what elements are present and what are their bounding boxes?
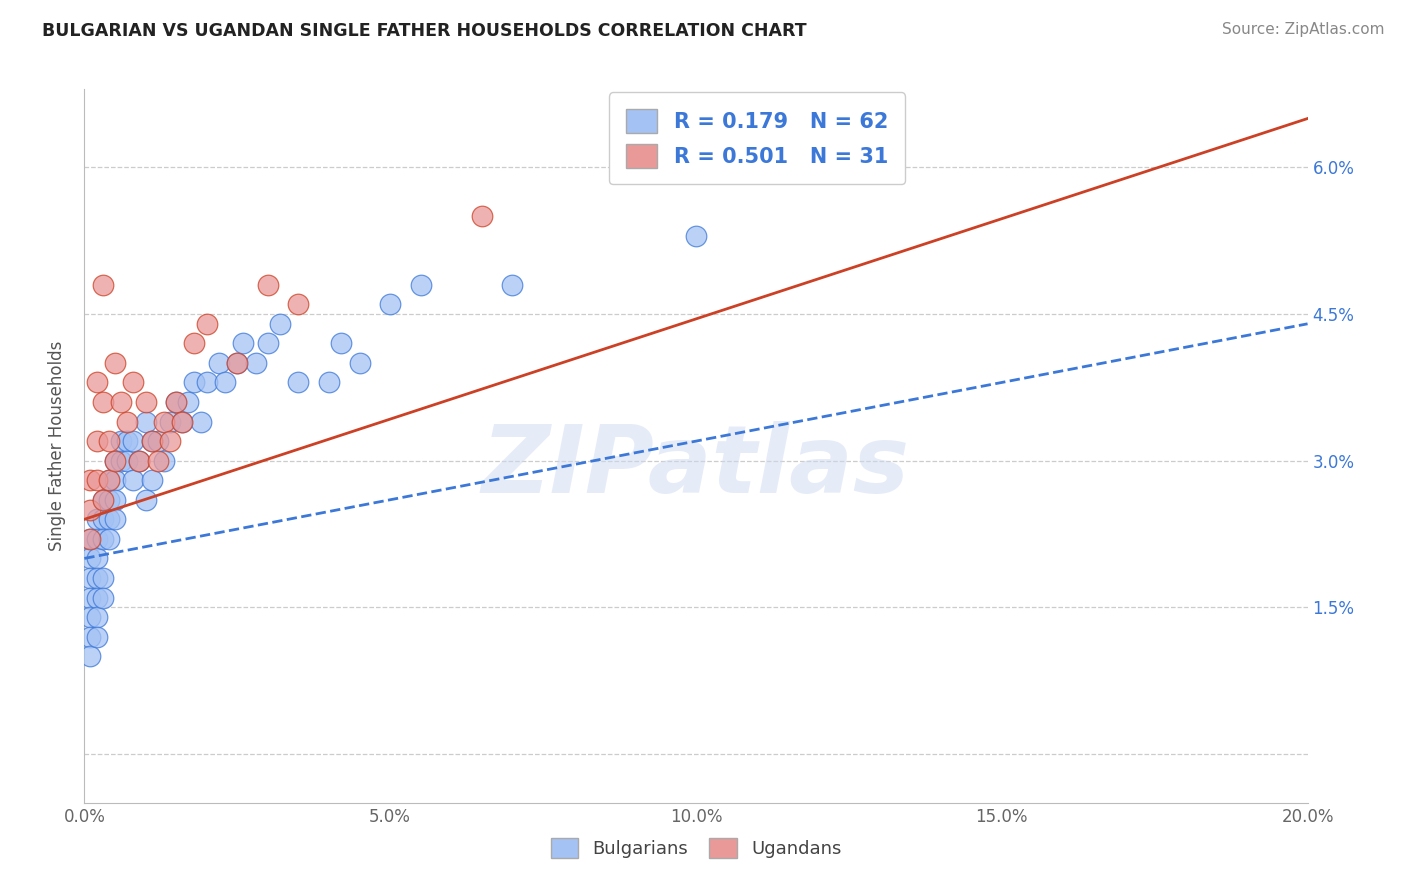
Point (135, 492, 157, 507)
Point (97, 473, 120, 487)
Point (208, 356, 231, 370)
Point (128, 453, 150, 467)
Point (91, 512, 114, 526)
Point (330, 336, 353, 351)
Point (128, 453, 150, 467)
Point (104, 492, 127, 507)
Point (86, 571, 108, 585)
Point (122, 434, 145, 449)
Point (232, 336, 254, 351)
Point (183, 336, 205, 351)
Point (153, 415, 176, 429)
Point (115, 415, 138, 429)
Point (91, 492, 114, 507)
Point (86, 591, 108, 605)
Point (214, 376, 236, 390)
Point (471, 209, 494, 223)
Point (159, 415, 181, 429)
Point (380, 297, 402, 311)
Point (79, 502, 101, 516)
Point (685, 161, 707, 175)
Point (79, 610, 101, 624)
Point (104, 356, 127, 370)
Point (104, 453, 127, 467)
Point (86, 473, 108, 487)
Point (86, 610, 108, 624)
Point (86, 434, 108, 449)
Point (141, 434, 163, 449)
Point (135, 395, 157, 409)
Point (91, 395, 114, 409)
Point (122, 376, 145, 390)
Point (122, 473, 145, 487)
Y-axis label: Single Father Households: Single Father Households (48, 341, 66, 551)
Point (79, 649, 101, 664)
Point (79, 532, 101, 546)
Point (86, 512, 108, 526)
Point (146, 434, 169, 449)
Point (104, 453, 127, 467)
Point (257, 336, 280, 351)
Point (79, 591, 101, 605)
Point (86, 376, 108, 390)
Legend: Bulgarians, Ugandans: Bulgarians, Ugandans (543, 830, 849, 865)
Point (115, 434, 138, 449)
Point (110, 395, 132, 409)
Point (172, 415, 194, 429)
Point (91, 571, 114, 585)
Point (190, 415, 212, 429)
Point (502, 277, 524, 292)
Point (183, 376, 205, 390)
Point (79, 473, 101, 487)
Point (79, 532, 101, 546)
Point (86, 551, 108, 566)
Point (287, 376, 309, 390)
Point (110, 434, 132, 449)
Point (349, 356, 371, 370)
Point (257, 277, 280, 292)
Point (172, 415, 194, 429)
Point (685, 228, 707, 243)
Point (86, 630, 108, 644)
Point (91, 532, 114, 546)
Point (86, 532, 108, 546)
Text: Source: ZipAtlas.com: Source: ZipAtlas.com (1222, 22, 1385, 37)
Point (146, 453, 169, 467)
Point (245, 356, 267, 370)
Point (141, 434, 163, 449)
Point (159, 434, 181, 449)
Point (79, 551, 101, 566)
Point (91, 492, 114, 507)
Point (135, 415, 157, 429)
Point (226, 356, 249, 370)
Point (79, 630, 101, 644)
Point (97, 492, 120, 507)
Point (318, 376, 340, 390)
Point (97, 473, 120, 487)
Point (226, 356, 249, 370)
Point (104, 473, 127, 487)
Point (409, 277, 432, 292)
Point (115, 453, 138, 467)
Point (141, 473, 163, 487)
Point (110, 453, 132, 467)
Point (177, 395, 200, 409)
Point (165, 395, 187, 409)
Point (165, 395, 187, 409)
Point (195, 376, 218, 390)
Point (195, 317, 218, 331)
Point (104, 512, 127, 526)
Point (153, 453, 176, 467)
Point (97, 434, 120, 449)
Point (91, 591, 114, 605)
Text: BULGARIAN VS UGANDAN SINGLE FATHER HOUSEHOLDS CORRELATION CHART: BULGARIAN VS UGANDAN SINGLE FATHER HOUSE… (42, 22, 807, 40)
Point (97, 512, 120, 526)
Point (287, 297, 309, 311)
Point (79, 571, 101, 585)
Point (97, 532, 120, 546)
Point (269, 317, 291, 331)
Point (91, 277, 114, 292)
Text: ZIPatlas: ZIPatlas (482, 421, 910, 514)
